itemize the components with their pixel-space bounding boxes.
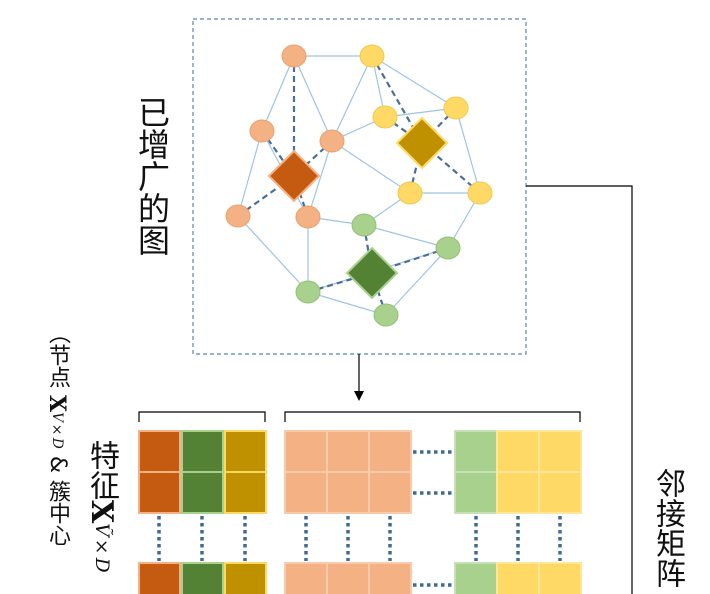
matrix-cell xyxy=(368,430,412,473)
graph-node xyxy=(443,96,469,120)
cluster-center-yellow xyxy=(395,116,449,170)
graph-node xyxy=(351,213,377,237)
features-symbol: X xyxy=(84,500,119,524)
brace-lines xyxy=(138,411,581,422)
matrix-cell xyxy=(138,562,181,594)
matrix-cell xyxy=(138,471,181,514)
matrix-cell xyxy=(454,562,498,594)
matrix-cell xyxy=(538,430,582,473)
matrix-cell xyxy=(284,471,328,514)
graph-node xyxy=(281,44,307,68)
graph-node xyxy=(249,119,275,143)
cluster-center-orange xyxy=(267,149,321,203)
features-label-prefix: 特征 xyxy=(84,440,119,500)
matrix-cell xyxy=(181,562,224,594)
matrix-cell xyxy=(538,562,582,594)
graph-node xyxy=(467,181,493,205)
nodes-symbol: X xyxy=(44,395,70,413)
ellipsis-dots xyxy=(157,450,562,587)
graph-node xyxy=(435,236,461,260)
matrix-cell xyxy=(538,471,582,514)
graph-node xyxy=(319,129,345,153)
nodes-label-prefix: （节点 xyxy=(45,322,70,388)
matrix-cell xyxy=(326,471,370,514)
feature-matrix xyxy=(138,430,582,594)
graph-node xyxy=(373,303,399,327)
matrix-cell xyxy=(454,430,498,473)
matrix-cell xyxy=(326,430,370,473)
graph-node xyxy=(359,44,385,68)
nodes-label: （节点 XV×D & 簇中心 xyxy=(44,322,70,546)
graph-node xyxy=(372,105,398,129)
features-subscript: Ṽ×D xyxy=(91,523,112,573)
arrow-head-icon xyxy=(354,391,364,401)
matrix-cell xyxy=(496,562,540,594)
matrix-cell xyxy=(454,471,498,514)
matrix-cell xyxy=(224,471,267,514)
matrix-cell xyxy=(284,430,328,473)
matrix-cell xyxy=(181,430,224,473)
adjacency-label: 邻接矩阵 xyxy=(650,468,685,588)
graph-node xyxy=(295,280,321,304)
matrix-cell xyxy=(284,562,328,594)
matrix-cell xyxy=(326,562,370,594)
matrix-cell xyxy=(496,430,540,473)
graph-node xyxy=(397,181,423,205)
green-nodes xyxy=(295,213,461,327)
features-label: 特征XṼ×D xyxy=(84,440,119,573)
nodes-subscript: V×D xyxy=(49,412,65,449)
orange-nodes xyxy=(225,44,345,229)
adjacency-connector xyxy=(526,185,633,594)
matrix-cell xyxy=(368,562,412,594)
matrix-cell xyxy=(224,562,267,594)
graph-node xyxy=(225,204,251,228)
cluster-center-green xyxy=(345,246,399,300)
matrix-cell xyxy=(496,471,540,514)
matrix-cell xyxy=(368,471,412,514)
graph-node xyxy=(295,205,321,229)
matrix-cell xyxy=(224,430,267,473)
matrix-cell xyxy=(138,430,181,473)
nodes-label-suffix: & 簇中心 xyxy=(45,455,70,546)
graph-label: 已增广的图 xyxy=(133,96,171,256)
yellow-nodes xyxy=(359,44,493,205)
matrix-cell xyxy=(181,471,224,514)
